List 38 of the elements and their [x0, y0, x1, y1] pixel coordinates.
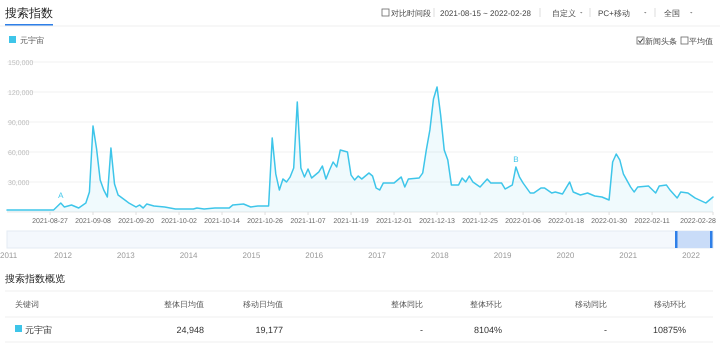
annotation: A: [58, 191, 64, 200]
text: 2021: [619, 251, 638, 260]
text: 整体日均值: [164, 300, 204, 309]
chart-title: 搜索指数: [5, 6, 53, 20]
text: PC+移动: [598, 9, 630, 18]
text: 移动日均值: [243, 300, 283, 309]
text: 2015: [242, 251, 261, 260]
text: 全国: [664, 9, 680, 18]
text: 2013: [116, 251, 136, 260]
text: 整体同比: [391, 300, 423, 309]
text: 2016: [305, 251, 324, 260]
text: 元宇宙: [25, 325, 52, 335]
text: 24,948: [176, 325, 204, 335]
legend-label: 元宇宙: [20, 36, 44, 45]
text: -: [420, 325, 423, 335]
text: 2020: [556, 251, 575, 260]
text: 2012: [54, 251, 72, 260]
annotation: B: [513, 155, 519, 164]
text: 移动环比: [654, 300, 686, 309]
text: 2021-08-15 ~ 2022-02-28: [440, 9, 532, 18]
text: 搜索指数概览: [5, 273, 65, 285]
text: 对比时间段: [391, 9, 431, 18]
text: 2019: [494, 251, 512, 260]
text: 移动同比: [575, 300, 607, 309]
text: 10875%: [652, 325, 686, 335]
text: 2018: [430, 251, 450, 260]
text: 关键词: [15, 300, 39, 309]
text: 2022: [682, 251, 700, 260]
text: 8104%: [474, 325, 502, 335]
text: 整体环比: [470, 300, 502, 309]
text: 2014: [180, 251, 198, 260]
text: 平均值: [689, 37, 713, 46]
text: 自定义: [552, 9, 576, 18]
text: 2017: [368, 251, 386, 260]
text: -: [604, 325, 607, 335]
text: 2011: [0, 251, 18, 260]
text: 新闻头条: [645, 37, 677, 46]
text: 19,177: [255, 325, 283, 335]
